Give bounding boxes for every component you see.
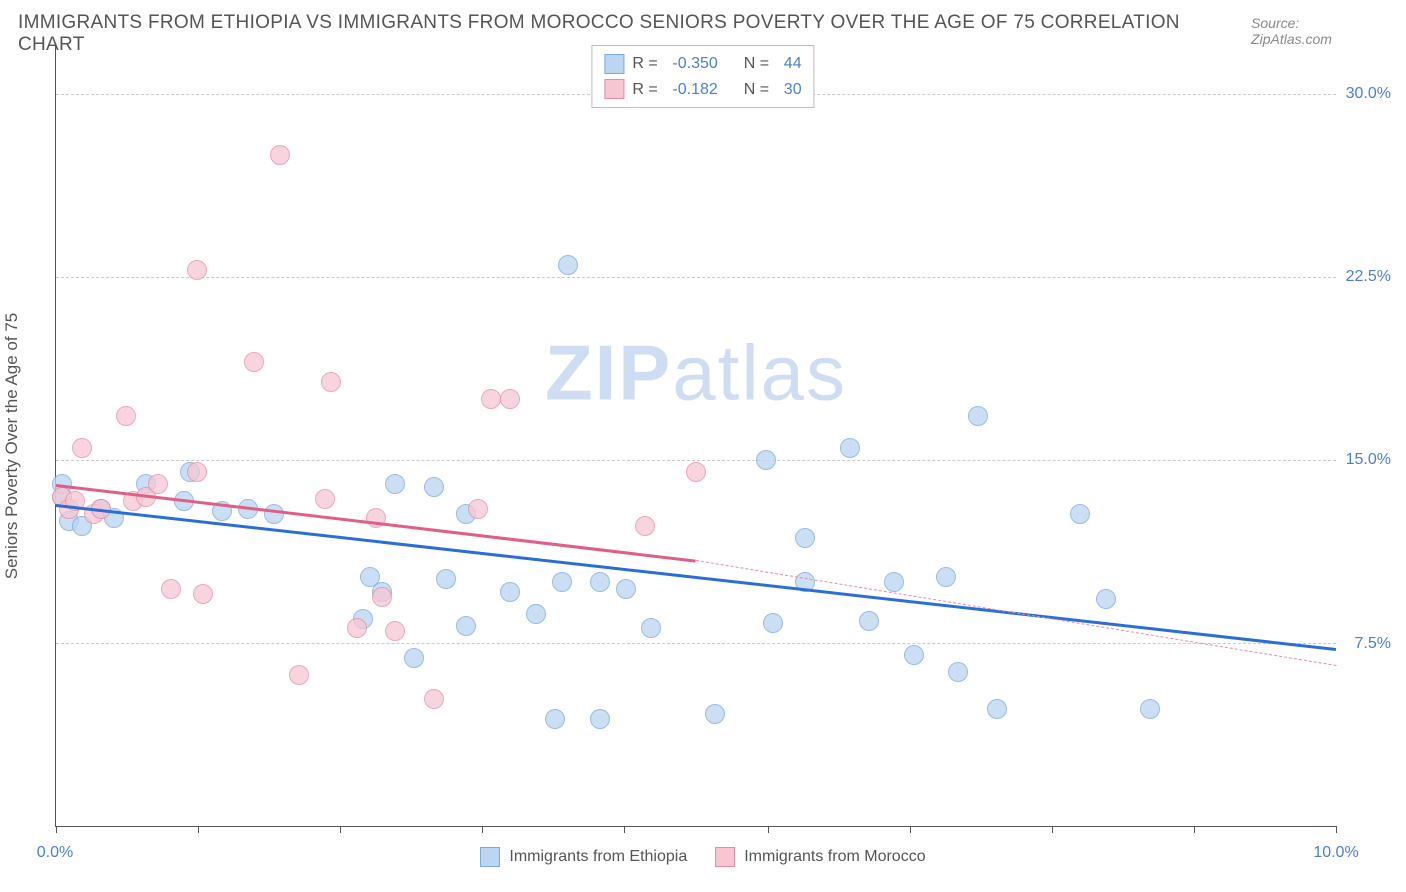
data-point-ethiopia <box>987 699 1007 719</box>
data-point-ethiopia <box>705 704 725 724</box>
data-point-ethiopia <box>904 645 924 665</box>
data-point-ethiopia <box>436 569 456 589</box>
data-point-morocco <box>686 462 706 482</box>
data-point-morocco <box>321 372 341 392</box>
data-point-ethiopia <box>552 572 572 592</box>
x-tick <box>1336 826 1337 833</box>
data-point-ethiopia <box>456 616 476 636</box>
data-point-ethiopia <box>1070 504 1090 524</box>
data-point-ethiopia <box>424 477 444 497</box>
swatch-morocco <box>604 79 624 99</box>
data-point-ethiopia <box>1096 589 1116 609</box>
data-point-morocco <box>481 389 501 409</box>
data-point-ethiopia <box>590 709 610 729</box>
data-point-morocco <box>500 389 520 409</box>
y-tick-label: 15.0% <box>1346 451 1391 469</box>
legend-row-morocco: R = -0.182 N = 30 <box>604 77 801 103</box>
data-point-morocco <box>244 352 264 372</box>
gridline <box>56 460 1336 461</box>
data-point-ethiopia <box>795 528 815 548</box>
swatch-morocco-icon <box>715 847 735 867</box>
data-point-ethiopia <box>756 450 776 470</box>
data-point-ethiopia <box>968 406 988 426</box>
data-point-morocco <box>161 579 181 599</box>
data-point-morocco <box>635 516 655 536</box>
data-point-ethiopia <box>385 474 405 494</box>
data-point-morocco <box>72 438 92 458</box>
x-tick <box>1052 826 1053 833</box>
data-point-ethiopia <box>884 572 904 592</box>
data-point-morocco <box>315 489 335 509</box>
data-point-ethiopia <box>404 648 424 668</box>
data-point-morocco <box>289 665 309 685</box>
x-tick <box>910 826 911 833</box>
trend-line <box>56 504 1336 651</box>
y-axis-title: Seniors Poverty Over the Age of 75 <box>2 313 22 579</box>
y-tick-label: 22.5% <box>1346 268 1391 286</box>
x-tick <box>56 826 57 833</box>
y-tick-label: 30.0% <box>1346 85 1391 103</box>
data-point-morocco <box>148 474 168 494</box>
data-point-morocco <box>116 406 136 426</box>
x-tick <box>482 826 483 833</box>
legend-row-ethiopia: R = -0.350 N = 44 <box>604 51 801 77</box>
series-legend: Immigrants from Ethiopia Immigrants from… <box>0 847 1406 867</box>
data-point-ethiopia <box>763 613 783 633</box>
data-point-morocco <box>187 462 207 482</box>
swatch-ethiopia-icon <box>480 847 500 867</box>
data-point-ethiopia <box>500 582 520 602</box>
data-point-ethiopia <box>948 662 968 682</box>
x-tick <box>768 826 769 833</box>
data-point-morocco <box>187 260 207 280</box>
trend-line <box>696 560 1336 666</box>
source-label: Source: ZipAtlas.com <box>1251 15 1384 47</box>
data-point-morocco <box>270 145 290 165</box>
data-point-ethiopia <box>590 572 610 592</box>
x-tick <box>340 826 341 833</box>
data-point-morocco <box>347 618 367 638</box>
data-point-ethiopia <box>545 709 565 729</box>
x-tick <box>624 826 625 833</box>
scatter-chart: ZIPatlas <box>55 45 1336 827</box>
legend-item-morocco: Immigrants from Morocco <box>715 847 925 867</box>
y-tick-label: 7.5% <box>1355 635 1391 653</box>
watermark: ZIPatlas <box>545 328 847 419</box>
data-point-morocco <box>424 689 444 709</box>
data-point-ethiopia <box>558 255 578 275</box>
data-point-morocco <box>193 584 213 604</box>
data-point-ethiopia <box>936 567 956 587</box>
legend-item-ethiopia: Immigrants from Ethiopia <box>480 847 687 867</box>
correlation-legend: R = -0.350 N = 44 R = -0.182 N = 30 <box>591 45 814 108</box>
data-point-ethiopia <box>526 604 546 624</box>
x-tick <box>198 826 199 833</box>
trend-line <box>56 484 696 563</box>
data-point-ethiopia <box>840 438 860 458</box>
data-point-morocco <box>385 621 405 641</box>
gridline <box>56 643 1336 644</box>
data-point-morocco <box>468 499 488 519</box>
gridline <box>56 277 1336 278</box>
data-point-ethiopia <box>616 579 636 599</box>
x-tick <box>1194 826 1195 833</box>
data-point-ethiopia <box>641 618 661 638</box>
data-point-ethiopia <box>859 611 879 631</box>
swatch-ethiopia <box>604 54 624 74</box>
data-point-ethiopia <box>1140 699 1160 719</box>
data-point-morocco <box>372 587 392 607</box>
